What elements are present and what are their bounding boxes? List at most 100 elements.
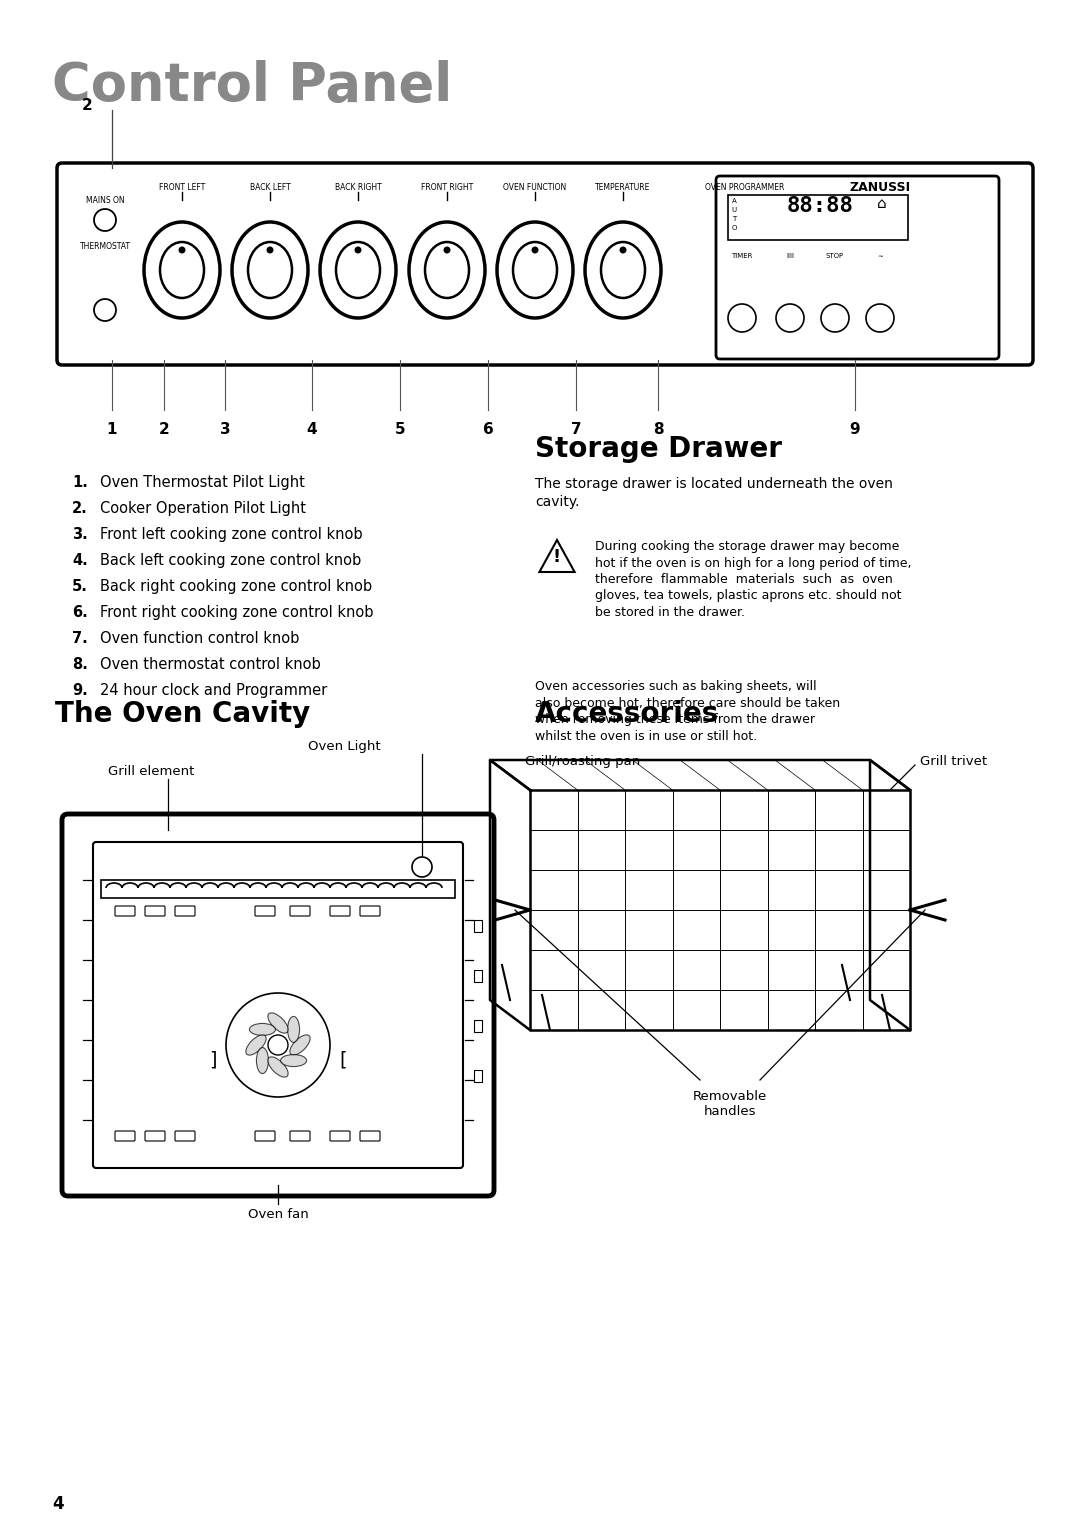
- Text: Cooker Operation Pilot Light: Cooker Operation Pilot Light: [100, 501, 306, 516]
- Ellipse shape: [289, 1034, 310, 1056]
- Ellipse shape: [426, 241, 469, 298]
- Text: A: A: [731, 199, 737, 205]
- Text: 5.: 5.: [72, 579, 87, 594]
- Bar: [474, 970, 482, 983]
- Text: Oven accessories such as baking sheets, will
also become hot, therefore care sho: Oven accessories such as baking sheets, …: [535, 680, 840, 743]
- Ellipse shape: [249, 1024, 275, 1036]
- Ellipse shape: [281, 1054, 307, 1067]
- Text: Oven Light: Oven Light: [308, 740, 380, 753]
- Text: Grill/roasting pan: Grill/roasting pan: [525, 755, 640, 769]
- Text: OVEN FUNCTION: OVEN FUNCTION: [503, 183, 567, 193]
- Text: TIMER: TIMER: [731, 254, 753, 260]
- Ellipse shape: [246, 1034, 266, 1056]
- Circle shape: [444, 246, 450, 254]
- Text: 5: 5: [394, 422, 405, 437]
- Text: Oven fan: Oven fan: [247, 1209, 309, 1221]
- FancyBboxPatch shape: [175, 1131, 195, 1141]
- Text: !: !: [553, 549, 562, 565]
- Text: Front right cooking zone control knob: Front right cooking zone control knob: [100, 605, 374, 620]
- Text: 4: 4: [52, 1494, 64, 1513]
- FancyBboxPatch shape: [291, 906, 310, 915]
- FancyBboxPatch shape: [102, 880, 455, 898]
- Bar: [728, 196, 908, 240]
- Text: 6.: 6.: [72, 605, 87, 620]
- Text: [: [: [339, 1051, 347, 1070]
- Text: Control Panel: Control Panel: [52, 60, 453, 112]
- Text: 88:88: 88:88: [786, 196, 853, 215]
- Text: 1.: 1.: [72, 475, 87, 490]
- Ellipse shape: [600, 241, 645, 298]
- Text: 9.: 9.: [72, 683, 87, 698]
- Text: Oven thermostat control knob: Oven thermostat control knob: [100, 657, 321, 672]
- Text: Removable
handles: Removable handles: [693, 1089, 767, 1118]
- Text: During cooking the storage drawer may become
hot if the oven is on high for a lo: During cooking the storage drawer may be…: [595, 539, 912, 619]
- Text: IIII: IIII: [786, 254, 794, 260]
- Circle shape: [620, 246, 626, 254]
- Text: Storage Drawer: Storage Drawer: [535, 435, 782, 463]
- Ellipse shape: [256, 1048, 269, 1074]
- FancyBboxPatch shape: [360, 906, 380, 915]
- Text: MAINS ON: MAINS ON: [85, 196, 124, 205]
- Ellipse shape: [248, 241, 292, 298]
- FancyBboxPatch shape: [175, 906, 195, 915]
- Text: 1: 1: [107, 422, 118, 437]
- FancyBboxPatch shape: [716, 176, 999, 359]
- Text: 2: 2: [82, 98, 93, 113]
- Text: 24 hour clock and Programmer: 24 hour clock and Programmer: [100, 683, 327, 698]
- Bar: [474, 920, 482, 932]
- Text: STOP: STOP: [826, 254, 845, 260]
- Text: 3.: 3.: [72, 527, 87, 542]
- Text: Grill element: Grill element: [108, 766, 194, 778]
- Text: 8: 8: [652, 422, 663, 437]
- Text: Front left cooking zone control knob: Front left cooking zone control knob: [100, 527, 363, 542]
- FancyBboxPatch shape: [145, 1131, 165, 1141]
- Text: Back right cooking zone control knob: Back right cooking zone control knob: [100, 579, 373, 594]
- Text: BACK RIGHT: BACK RIGHT: [335, 183, 381, 193]
- FancyBboxPatch shape: [255, 906, 275, 915]
- Text: 7.: 7.: [72, 631, 87, 646]
- Circle shape: [354, 246, 362, 254]
- Ellipse shape: [513, 241, 557, 298]
- Bar: [474, 1021, 482, 1031]
- Text: ]: ]: [210, 1051, 217, 1070]
- FancyBboxPatch shape: [291, 1131, 310, 1141]
- Text: 7: 7: [570, 422, 581, 437]
- Circle shape: [268, 1034, 288, 1054]
- Text: ⌂: ⌂: [877, 196, 887, 211]
- Ellipse shape: [287, 1016, 299, 1042]
- FancyBboxPatch shape: [255, 1131, 275, 1141]
- Text: 2: 2: [159, 422, 170, 437]
- FancyBboxPatch shape: [57, 163, 1032, 365]
- Text: O: O: [731, 225, 737, 231]
- Ellipse shape: [160, 241, 204, 298]
- Text: BACK LEFT: BACK LEFT: [249, 183, 291, 193]
- Text: 6: 6: [483, 422, 494, 437]
- Text: OVEN PROGRAMMER: OVEN PROGRAMMER: [705, 183, 785, 193]
- FancyBboxPatch shape: [114, 906, 135, 915]
- Text: The Oven Cavity: The Oven Cavity: [55, 700, 310, 727]
- Text: THERMOSTAT: THERMOSTAT: [80, 241, 131, 251]
- Text: 9: 9: [850, 422, 861, 437]
- FancyBboxPatch shape: [330, 906, 350, 915]
- Text: T: T: [732, 215, 737, 222]
- Text: FRONT RIGHT: FRONT RIGHT: [421, 183, 473, 193]
- Bar: [474, 1070, 482, 1082]
- Text: Accessories: Accessories: [535, 700, 719, 727]
- Circle shape: [267, 246, 273, 254]
- Text: Back left cooking zone control knob: Back left cooking zone control knob: [100, 553, 361, 568]
- FancyBboxPatch shape: [145, 906, 165, 915]
- FancyBboxPatch shape: [114, 1131, 135, 1141]
- Text: Grill trivet: Grill trivet: [920, 755, 987, 769]
- Text: TEMPERATURE: TEMPERATURE: [595, 183, 650, 193]
- Ellipse shape: [268, 1013, 288, 1033]
- Text: 3: 3: [219, 422, 230, 437]
- Circle shape: [411, 857, 432, 877]
- FancyBboxPatch shape: [360, 1131, 380, 1141]
- Text: 2.: 2.: [72, 501, 87, 516]
- FancyBboxPatch shape: [93, 842, 463, 1167]
- FancyBboxPatch shape: [62, 814, 494, 1196]
- Text: ∼: ∼: [877, 254, 883, 260]
- Ellipse shape: [336, 241, 380, 298]
- Text: 8.: 8.: [72, 657, 87, 672]
- Text: Oven Thermostat Pilot Light: Oven Thermostat Pilot Light: [100, 475, 305, 490]
